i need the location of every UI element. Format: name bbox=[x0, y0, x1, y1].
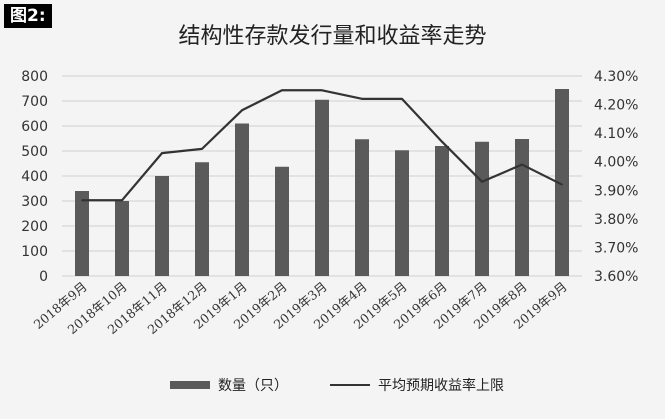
legend-line-swatch bbox=[330, 384, 370, 386]
y-tick-label: 400 bbox=[21, 169, 48, 185]
line-point bbox=[81, 199, 83, 202]
y2-tick-label: 3.60% bbox=[594, 269, 638, 285]
line-series bbox=[81, 89, 563, 202]
bar bbox=[115, 201, 129, 276]
y2-tick-label: 4.30% bbox=[594, 69, 638, 85]
y-tick-label: 600 bbox=[21, 119, 48, 135]
line-point bbox=[401, 98, 403, 100]
y2-tick-label: 3.70% bbox=[594, 240, 638, 256]
y-tick-label: 500 bbox=[21, 144, 48, 160]
legend-bar-swatch bbox=[170, 381, 210, 389]
legend-item-bars: 数量（只） bbox=[170, 370, 288, 400]
y-tick-label: 0 bbox=[39, 269, 48, 285]
bar bbox=[555, 89, 569, 276]
line-point bbox=[241, 109, 243, 112]
line-point bbox=[441, 140, 443, 143]
bar bbox=[275, 166, 289, 276]
y2-tick-label: 3.80% bbox=[594, 212, 638, 228]
y-tick-label: 700 bbox=[21, 94, 48, 110]
legend-label-line: 平均预期收益率上限 bbox=[378, 378, 504, 394]
y2-tick-label: 4.00% bbox=[594, 155, 638, 171]
line-point bbox=[361, 98, 363, 100]
bar bbox=[395, 150, 409, 276]
y-tick-label: 800 bbox=[21, 69, 48, 85]
y2-tick-label: 4.20% bbox=[594, 98, 638, 114]
line-point bbox=[121, 199, 123, 202]
bar bbox=[235, 123, 249, 276]
line-point bbox=[281, 89, 283, 92]
bar bbox=[515, 139, 529, 276]
bar-series bbox=[75, 89, 569, 276]
line-point bbox=[161, 152, 163, 154]
bar bbox=[355, 139, 369, 276]
y-tick-label: 100 bbox=[21, 244, 48, 260]
bar bbox=[195, 162, 209, 276]
figure-label: 图2: bbox=[4, 4, 52, 28]
line-point bbox=[321, 89, 323, 92]
x-axis-ticks: 2018年9月2018年10月2018年11月2018年12月2019年1月20… bbox=[31, 279, 570, 337]
line-point bbox=[201, 148, 203, 150]
bar bbox=[155, 176, 169, 276]
bar bbox=[475, 141, 489, 276]
line-point bbox=[481, 180, 483, 183]
y-axis-left-ticks: 0 100 200 300 400 500 600 700 800 bbox=[21, 69, 48, 285]
y-axis-right-ticks: 3.60% 3.70% 3.80% 3.90% 4.00% 4.10% 4.20% 4.30% bbox=[594, 69, 638, 285]
bar bbox=[75, 191, 89, 276]
chart-title: 结构性存款发行量和收益率走势 bbox=[178, 24, 487, 49]
legend-label-bars: 数量（只） bbox=[218, 378, 288, 394]
bar bbox=[315, 99, 329, 276]
y2-tick-label: 4.10% bbox=[594, 126, 638, 142]
bar bbox=[435, 146, 449, 276]
legend: 数量（只） 平均预期收益率上限 bbox=[0, 370, 665, 400]
legend-item-line: 平均预期收益率上限 bbox=[330, 370, 504, 400]
y2-tick-label: 3.90% bbox=[594, 183, 638, 199]
line-point bbox=[521, 163, 523, 166]
y-tick-label: 300 bbox=[21, 194, 48, 210]
line-point bbox=[561, 183, 563, 186]
y-tick-label: 200 bbox=[21, 219, 48, 235]
